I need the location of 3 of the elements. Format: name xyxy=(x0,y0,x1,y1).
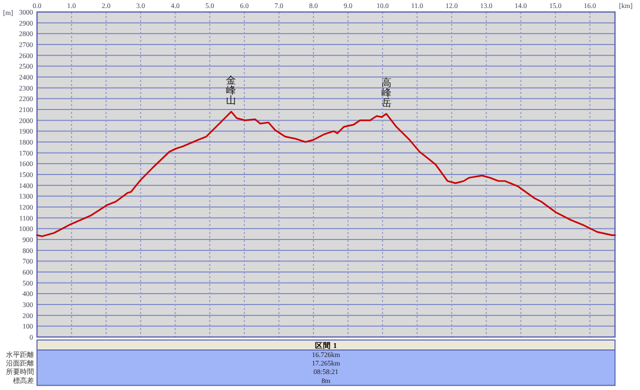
line-series xyxy=(36,110,616,238)
annotation: 高峰岳 xyxy=(381,76,392,109)
annotation: 金峰山 xyxy=(226,74,236,107)
